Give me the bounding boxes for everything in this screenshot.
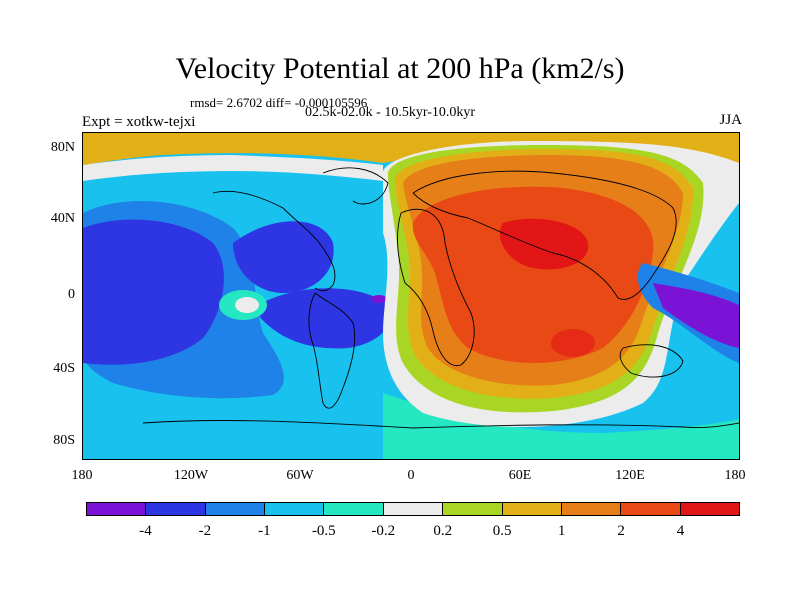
colorbar-swatch (383, 503, 444, 515)
contour-antarctic-band (383, 393, 739, 459)
colorbar-swatch (205, 503, 266, 515)
colorbar-label: -4 (139, 523, 152, 539)
colorbar-swatch (561, 503, 622, 515)
colorbar-swatch (87, 503, 147, 515)
x-tick-label: 0 (407, 468, 415, 483)
y-tick-label: 40N (50, 211, 75, 226)
period-label: 02.5k-02.0k - 10.5kyr-10.0kyr (305, 105, 476, 120)
plot-title: Velocity Potential at 200 hPa (km2/s) (175, 52, 625, 85)
y-tick-label: 40S (53, 361, 75, 376)
experiment-label: Expt = xotkw-tejxi (82, 114, 196, 130)
contour-arctic-neutral (83, 155, 383, 181)
colorbar-label: -0.2 (371, 523, 396, 539)
colorbar-swatch (680, 503, 739, 515)
x-tick-label: 180 (71, 468, 93, 483)
season-label: JJA (719, 112, 742, 128)
colorbar-label: 1 (557, 523, 566, 539)
colorbar-swatch (265, 503, 325, 515)
y-tick-label: 80N (50, 140, 75, 155)
colorbar-swatch (146, 503, 206, 515)
colorbar (86, 502, 740, 516)
colorbar-label: -2 (198, 523, 212, 539)
rmsd-diff-stats: rmsd= 2.6702 diff= -0.000105596 (190, 95, 368, 110)
colorbar-swatch (621, 503, 681, 515)
colorbar-label: 2 (617, 523, 625, 539)
x-tick-label: 180 (724, 468, 746, 483)
x-tick-label: 120W (173, 468, 209, 483)
colorbar-swatch (324, 503, 384, 515)
colorbar-swatch (502, 503, 562, 515)
contour-westpacific-min (653, 283, 739, 348)
velocity-potential-map (82, 132, 740, 460)
colorbar-label: -0.5 (311, 523, 336, 539)
x-tick-label: 60W (286, 468, 314, 483)
colorbar-label: 0.5 (492, 523, 512, 539)
colorbar-label: -1 (258, 523, 271, 539)
colorbar-label: 0.2 (433, 523, 453, 539)
contour-pacific-white (235, 297, 259, 313)
colorbar-label: 4 (676, 523, 685, 539)
x-tick-label: 60E (508, 468, 532, 483)
colorbar-swatch (443, 503, 503, 515)
x-tick-label: 120E (615, 468, 645, 483)
contour-atlantic-min (371, 295, 387, 303)
contour-indian-ocean-max (551, 329, 595, 357)
contour-southamerica-core (253, 288, 391, 349)
coastlines (142, 167, 739, 429)
contour-northamerica-core (233, 221, 334, 293)
y-tick-label: 80S (53, 433, 75, 448)
y-tick-label: 0 (68, 287, 75, 302)
contour-fill-layer (83, 133, 739, 459)
contour-pacific-core (83, 219, 224, 365)
